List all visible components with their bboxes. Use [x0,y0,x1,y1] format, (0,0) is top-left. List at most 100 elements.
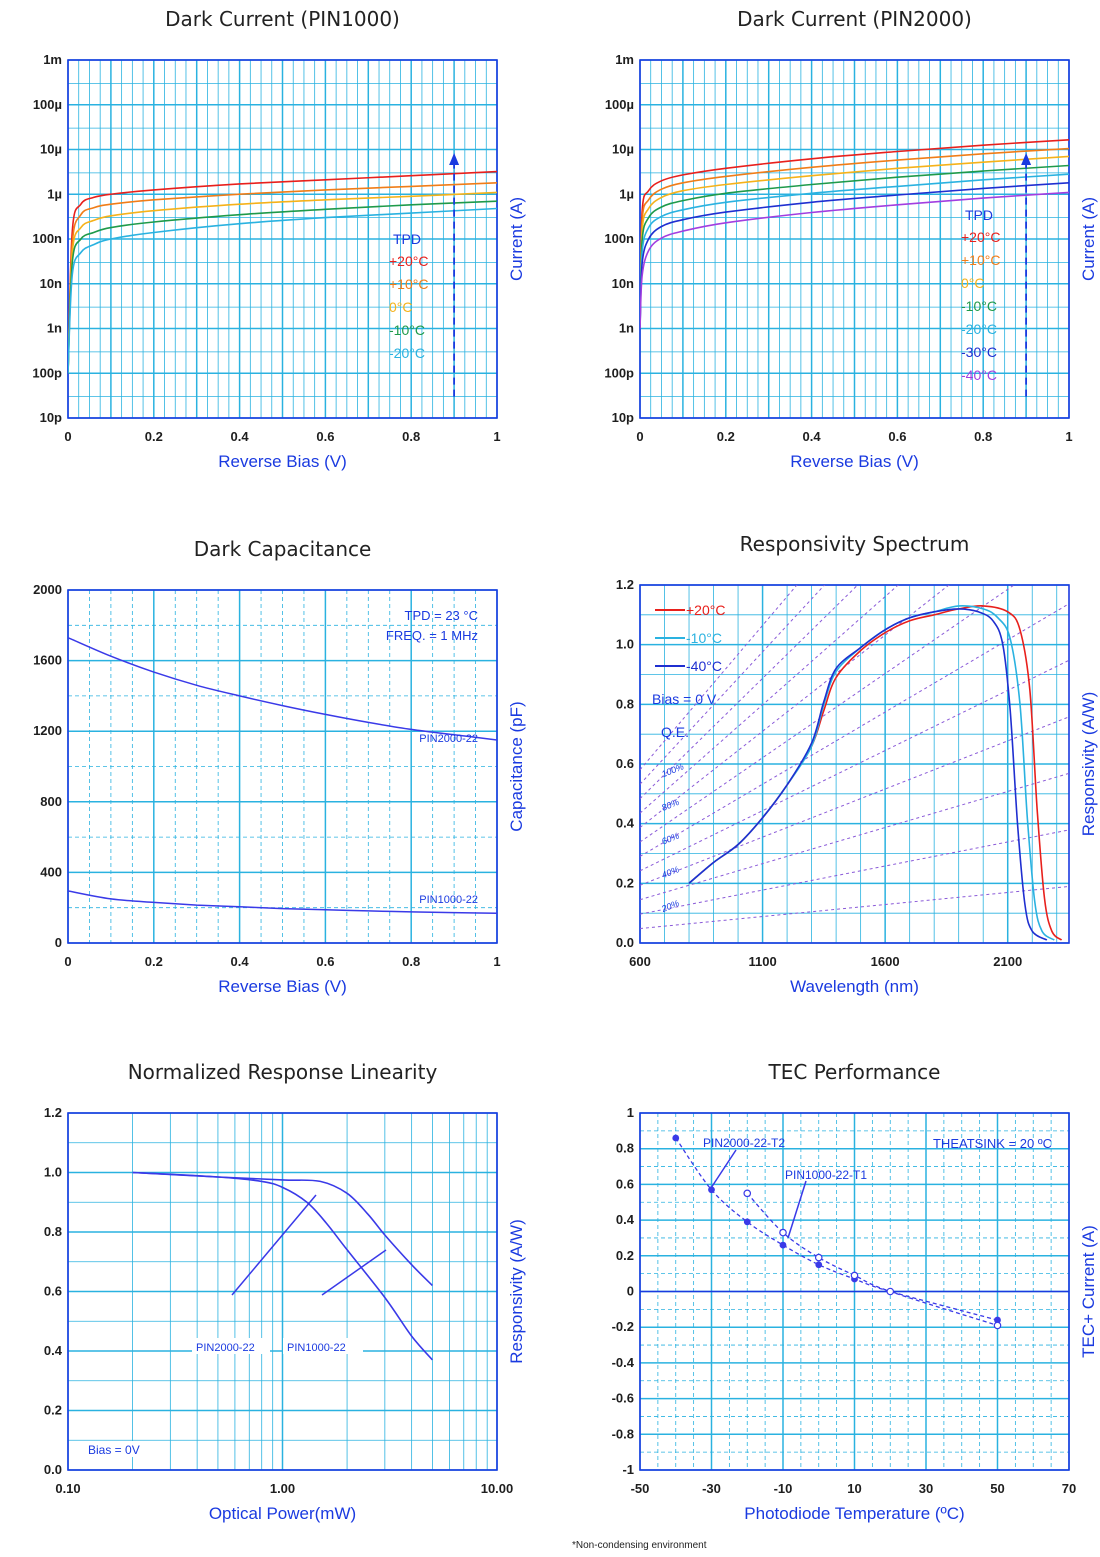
x-tick-label: 50 [990,1481,1004,1496]
callout-line [710,1149,737,1189]
legend-entry: +20°C [389,253,428,269]
legend-entry: +20°C [961,229,1000,245]
series-line-0 [68,637,497,741]
series-line-1 [640,147,1069,329]
plot-frame [639,59,1070,419]
plot-frame [67,589,498,944]
y-axis-label: TEC+ Current (A) [1079,1225,1098,1358]
chart-title: Responsivity Spectrum [740,532,970,556]
qe-label: 40% [660,864,680,880]
legend-entry: -40°C [961,367,997,383]
y-tick-label: 0.0 [44,1462,62,1477]
series-line-2 [640,155,1069,329]
y-axis-label: Responsivity (A/W) [1079,692,1098,837]
data-point [779,1241,787,1249]
series-line-3 [640,164,1069,329]
y-tick-label: 1m [615,52,634,67]
y-tick-label: 1200 [33,723,62,738]
qe-reference-line [640,603,1069,857]
legend-entry: 0°C [961,275,985,291]
y-tick-label: 1600 [33,653,62,668]
label-bg [86,1441,164,1457]
x-tick-label: 1 [493,954,500,969]
x-tick-label: 0.8 [402,429,420,444]
x-tick-label: 1 [493,429,500,444]
y-tick-label: 400 [40,864,62,879]
legend-entry: +20°C [686,602,725,618]
qe-reference-line [640,585,950,828]
x-tick-label: 0.2 [717,429,735,444]
legend-entry: -20°C [961,321,997,337]
x-tick-label: 0.6 [888,429,906,444]
chart-c3: Dark Capacitance Reverse Bias (V) Capacita… [33,537,526,996]
chart-title: Dark Capacitance [194,537,372,561]
qe-reference-line [640,772,1069,901]
y-tick-label: 100p [32,365,62,380]
legend-entry: -10°C [686,630,722,646]
data-point [886,1287,895,1296]
y-tick-label: 10n [612,276,634,291]
qe-label: 20% [659,898,680,914]
y-tick-label: 100n [604,231,634,246]
x-tick-label: 1.00 [270,1481,295,1496]
y-tick-label: 1.2 [44,1105,62,1120]
y-tick-label: 0.2 [616,1248,634,1263]
x-axis-label: Reverse Bias (V) [218,977,346,996]
y-tick-label: 100µ [33,97,62,112]
x-tick-label: 0.2 [145,429,163,444]
series-line-1 [68,182,497,374]
qe-reference-line [640,585,859,800]
chart-title: Normalized Response Linearity [128,1060,438,1084]
series-line-4 [68,207,497,374]
y-tick-label: -0.2 [612,1319,634,1334]
qe-label: 60% [660,831,680,847]
x-tick-label: 0 [64,954,71,969]
legend-entry: +10°C [389,276,428,292]
annotation-frequency: FREQ. = 1 MHz [386,628,478,643]
trend-arrowhead [1021,152,1032,165]
y-tick-label: 10µ [40,142,62,157]
legend-entry: +10°C [961,252,1000,268]
chart-c1: Dark Current (PIN1000) Reverse Bias (V) Cu… [32,7,526,471]
trend-arrowhead [449,152,460,165]
y-tick-label: 1.0 [616,637,634,652]
x-tick-label: 2100 [993,954,1022,969]
series-group [672,1134,1002,1330]
chart-title: Dark Current (PIN2000) [737,7,972,31]
y-tick-label: 0.6 [44,1284,62,1299]
x-tick-label: 0.8 [974,429,992,444]
y-axis-label: Current (A) [507,197,526,281]
y-tick-label: 1.0 [44,1165,62,1180]
legend-entry: -20°C [389,345,425,361]
y-tick-label: 100p [604,365,634,380]
x-tick-label: 0.4 [231,954,250,969]
y-tick-label: 1 [627,1105,634,1120]
plot-frame [67,59,498,419]
series-label: PIN2000-22 [419,733,478,745]
y-axis-label: Current (A) [1079,197,1098,281]
series-line-0 [640,139,1069,329]
qe-reference-line [640,716,1069,886]
y-tick-label: 100n [32,231,62,246]
y-tick-label: 0 [55,935,62,950]
legend-title: TPD [393,231,421,247]
series-group [68,637,497,915]
chart-title: TEC Performance [768,1060,941,1084]
x-tick-label: 0.4 [803,429,822,444]
y-tick-label: 0.4 [616,816,635,831]
x-tick-label: 1100 [748,954,776,969]
label-bg [192,1338,270,1354]
x-tick-label: 0.8 [402,954,420,969]
series-line-4 [640,173,1069,329]
series-group [132,1171,434,1361]
y-tick-label: 10µ [612,142,634,157]
x-tick-label: -30 [702,1481,721,1496]
y-tick-label: 0.2 [44,1403,62,1418]
series-label: PIN1000-22 [419,894,478,906]
chart-c6: TEC Performance Photodiode Temperature (º… [612,1060,1098,1523]
callout-line [321,1249,387,1296]
y-tick-label: 0.2 [616,875,634,890]
y-tick-label: 0.6 [616,1176,634,1191]
y-tick-label: 0.4 [44,1343,63,1358]
data-point [672,1134,680,1142]
